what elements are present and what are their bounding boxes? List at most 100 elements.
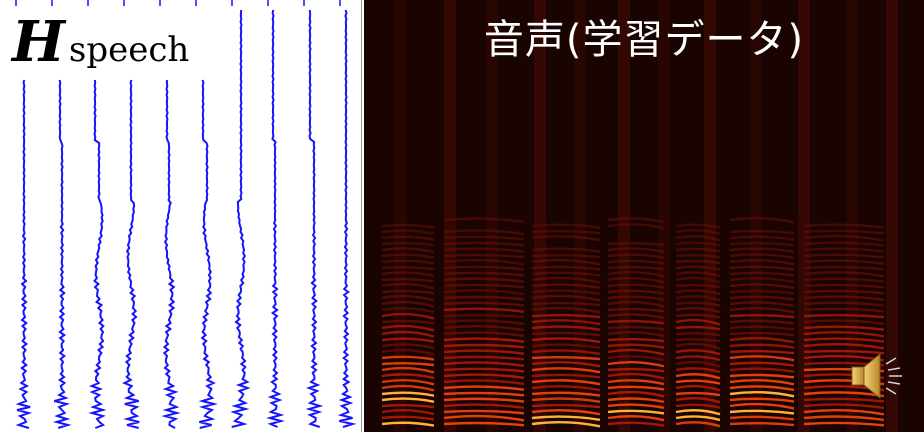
spectrogram-harmonic (803, 313, 885, 319)
spectrogram-harmonic (729, 313, 795, 319)
spectrogram-harmonic (803, 409, 885, 416)
spectrogram-harmonic (729, 319, 795, 325)
spectrogram-harmonic (531, 247, 601, 253)
spectrogram-image (364, 0, 924, 432)
spectrogram-harmonic (443, 367, 525, 373)
spectrogram-harmonic (443, 355, 525, 361)
spectrogram-harmonic (803, 229, 885, 235)
spectrogram-harmonic (531, 265, 601, 271)
spectrogram-harmonic (607, 385, 665, 391)
spectrogram-streak (534, 0, 546, 432)
spectrogram-harmonic (381, 378, 435, 386)
spectrogram-harmonic (443, 235, 525, 241)
spectrogram-harmonic (729, 373, 795, 379)
spectrogram-harmonic (729, 229, 795, 235)
spectrogram-harmonic (675, 360, 721, 368)
spectrogram-harmonic (607, 421, 665, 427)
spectrogram-harmonic (531, 229, 601, 235)
spectrogram-harmonic (675, 306, 721, 314)
spectrogram-harmonic (381, 403, 435, 409)
spectrogram-harmonic (675, 384, 721, 392)
spectrogram-harmonic (675, 409, 721, 416)
spectrogram-harmonic (443, 313, 525, 319)
spectrogram-harmonic (675, 301, 721, 307)
spectrogram-harmonic (729, 349, 795, 355)
spectrogram-harmonic (803, 253, 885, 259)
spectrogram-harmonic (531, 331, 601, 337)
spectrogram-harmonic (531, 415, 601, 421)
spectrogram-harmonic (531, 276, 601, 284)
waveform-line (198, 79, 218, 429)
spectrogram-harmonic (381, 355, 435, 361)
spectrogram-harmonic (531, 379, 601, 386)
spectrogram-harmonic (803, 265, 885, 271)
spectrogram-harmonic (675, 355, 721, 362)
spectrogram-harmonic (607, 217, 665, 224)
spectrogram-harmonic (381, 247, 435, 254)
spectrogram-streak (618, 0, 630, 432)
spectrogram-harmonic (675, 403, 721, 409)
spectrogram-harmonic (381, 294, 435, 302)
spectrogram-harmonic (381, 384, 435, 392)
spectrogram-harmonic (803, 330, 885, 338)
waveform-line (88, 79, 107, 429)
spectrogram-harmonic (443, 241, 525, 247)
spectrogram-harmonic (803, 247, 885, 253)
spectrogram-harmonic (607, 276, 665, 284)
spectrogram-harmonic (531, 349, 601, 356)
spectrogram-harmonic (443, 385, 525, 391)
spectrogram-harmonic (803, 301, 885, 307)
spectrogram-harmonic (675, 396, 721, 404)
spectrogram-harmonic (531, 403, 601, 409)
spectrogram-harmonic (803, 241, 885, 247)
spectrogram-harmonic (381, 289, 435, 295)
spectrogram-harmonic (381, 415, 435, 421)
spectrogram-harmonic (607, 289, 665, 295)
spectrogram-harmonic (607, 242, 665, 247)
waveform-line (52, 79, 72, 429)
spectrogram-harmonic (675, 265, 721, 271)
spectrogram-harmonic (443, 265, 525, 271)
speaker-icon[interactable] (848, 346, 908, 406)
spectrogram-harmonic (803, 403, 885, 410)
waveform-line (230, 9, 251, 428)
spectrogram-streak (444, 0, 456, 432)
spectrogram-harmonic (607, 361, 665, 368)
spectrogram-harmonic (443, 319, 525, 326)
spectrogram-harmonic (607, 253, 665, 259)
spectrogram-harmonic (443, 295, 525, 301)
spectrogram-harmonic (381, 348, 435, 356)
spectrogram-harmonic (803, 421, 885, 427)
spectrogram-harmonic (381, 253, 435, 259)
spectrogram-harmonic (531, 367, 601, 374)
spectrogram-harmonic (729, 301, 795, 308)
spectrogram-harmonic (381, 259, 435, 265)
spectrogram-harmonic (803, 259, 885, 265)
spectrogram-harmonic (381, 343, 435, 350)
spectrogram-harmonic (381, 223, 435, 229)
spectrogram-harmonic (531, 313, 601, 319)
spectrogram-harmonic (443, 277, 525, 283)
spectrogram-streak (486, 0, 498, 432)
spectrogram-harmonic (675, 259, 721, 265)
spectrogram-harmonic (531, 271, 601, 277)
spectrogram-streak (704, 0, 716, 432)
spectrogram-harmonic (803, 289, 885, 295)
spectrogram-harmonic (443, 403, 525, 410)
spectrogram-harmonic (729, 415, 795, 421)
spectrogram-title: 音声(学習データ) (483, 17, 805, 63)
waveform-panel: H speech (0, 0, 362, 432)
spectrogram-harmonic (729, 343, 795, 349)
spectrogram-harmonic (443, 373, 525, 379)
spectrogram-harmonic (381, 421, 435, 427)
spectrogram-harmonic (381, 391, 435, 397)
spectrogram-harmonic (803, 283, 885, 289)
spectrogram-harmonic (729, 421, 795, 427)
spectrogram-harmonic (729, 379, 795, 386)
spectrogram-harmonic (381, 235, 435, 241)
spectrogram-harmonic (607, 265, 665, 271)
spectrogram-harmonic (381, 362, 435, 367)
spectrogram-background (364, 0, 924, 432)
spectrogram-harmonic (607, 325, 665, 331)
waveform-line (15, 79, 33, 429)
